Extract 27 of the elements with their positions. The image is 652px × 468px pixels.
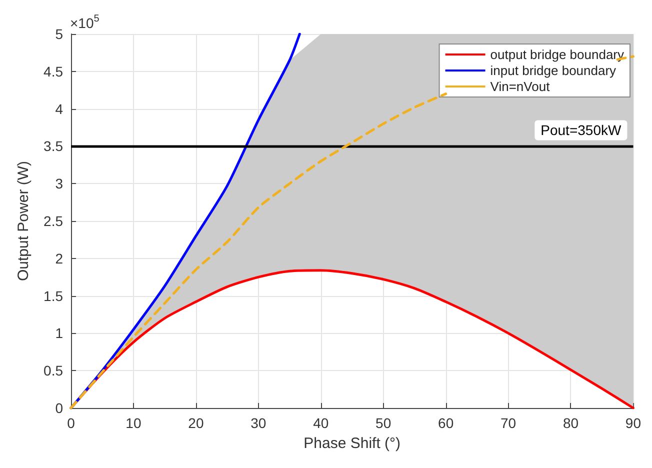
y-tick-label: 2: [55, 250, 64, 266]
legend-label: output bridge boundary: [490, 47, 624, 62]
y-tick-label: 4: [55, 100, 64, 117]
y-tick-label: 5: [55, 26, 64, 42]
y-tick-label: 1: [55, 325, 64, 342]
legend-label: input bridge boundary: [490, 63, 617, 78]
x-tick-label: 70: [500, 415, 516, 431]
y-tick-label: 1.5: [44, 288, 64, 304]
x-axis-title: Phase Shift (°): [304, 435, 401, 452]
y-tick-label: 0: [55, 400, 64, 416]
legend-label: Vin=nVout: [490, 79, 550, 94]
y-tick-label: 2.5: [44, 213, 64, 229]
x-tick-label: 10: [126, 415, 142, 431]
x-tick-label: 20: [188, 415, 204, 431]
x-tick-label: 30: [250, 415, 266, 431]
y-tick-label: 4.5: [44, 63, 64, 80]
x-tick-label: 80: [562, 415, 579, 431]
x-tick-label: 60: [438, 415, 454, 431]
ref-line-label: Pout=350kW: [540, 122, 622, 138]
y-axis-title: Output Power (W): [15, 160, 32, 282]
x-tick-label: 40: [313, 415, 329, 431]
y-tick-label: 3.5: [44, 138, 64, 154]
x-tick-label: 0: [67, 415, 76, 431]
x-tick-label: 90: [625, 415, 642, 431]
x-tick-label: 50: [376, 415, 392, 431]
y-tick-label: 3: [55, 176, 64, 192]
y-tick-label: 0.5: [44, 362, 64, 379]
